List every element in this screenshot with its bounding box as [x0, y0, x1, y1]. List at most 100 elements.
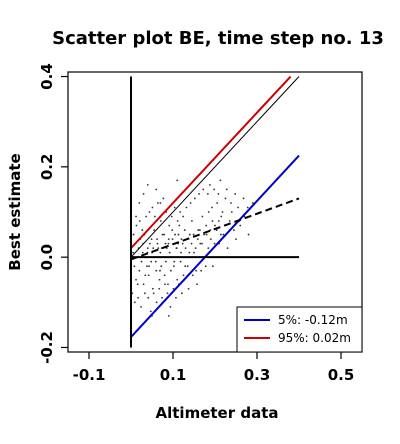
data-point	[228, 220, 231, 222]
data-point	[193, 251, 195, 254]
data-point	[164, 260, 167, 263]
data-point	[215, 229, 218, 231]
data-point	[203, 233, 205, 236]
data-point	[145, 215, 148, 218]
data-point	[200, 269, 203, 272]
chart-title: Scatter plot BE, time step no. 13	[52, 28, 384, 49]
data-point	[189, 202, 192, 204]
data-point	[138, 202, 141, 204]
line-identity	[130, 76, 300, 258]
data-point	[198, 229, 201, 231]
data-point	[219, 179, 222, 182]
x-tick-label: 0.3	[244, 366, 271, 384]
data-point	[207, 247, 210, 250]
data-point	[191, 220, 193, 222]
data-point	[217, 220, 220, 222]
data-point	[162, 197, 165, 200]
data-point	[150, 260, 153, 263]
data-point	[151, 206, 154, 209]
data-point	[152, 292, 155, 295]
data-point	[163, 274, 166, 277]
data-point	[155, 269, 158, 272]
data-point	[237, 206, 240, 209]
data-point	[181, 242, 184, 245]
data-point	[205, 224, 208, 227]
data-point	[193, 197, 196, 200]
data-point	[176, 220, 179, 222]
data-point	[175, 296, 177, 299]
data-point	[155, 301, 158, 304]
data-point	[226, 247, 229, 250]
data-point	[206, 193, 209, 195]
data-point	[154, 260, 157, 263]
data-point	[137, 296, 140, 299]
data-point	[220, 215, 223, 218]
y-tick-label: 0.4	[38, 63, 56, 90]
data-point	[170, 215, 173, 218]
data-point	[188, 251, 191, 254]
data-point	[178, 224, 181, 227]
data-point	[184, 247, 187, 250]
x-tick-label: 0.5	[328, 366, 355, 384]
data-point	[157, 247, 160, 250]
data-point	[168, 251, 171, 254]
data-point	[179, 260, 182, 263]
data-point	[225, 188, 228, 191]
data-point	[159, 202, 162, 204]
data-point	[167, 314, 170, 317]
data-point	[150, 238, 153, 240]
data-point	[138, 220, 141, 222]
data-point	[147, 296, 150, 299]
data-point	[156, 242, 159, 245]
data-point	[213, 188, 216, 191]
data-point	[148, 265, 150, 268]
data-point	[179, 211, 182, 213]
data-point	[171, 238, 174, 240]
data-point	[182, 215, 184, 218]
data-point	[224, 197, 227, 200]
data-point	[219, 233, 222, 236]
data-point	[188, 233, 191, 236]
data-point	[132, 233, 135, 236]
y-tick-label: -0.2	[38, 331, 56, 364]
data-point	[152, 247, 155, 250]
data-point	[138, 269, 141, 272]
data-point	[180, 251, 182, 254]
data-point	[148, 211, 151, 213]
y-tick-label: 0.0	[38, 244, 56, 271]
data-point	[164, 283, 166, 286]
legend-box	[236, 306, 363, 353]
data-point	[167, 238, 170, 240]
data-point	[213, 242, 216, 245]
line-5%	[130, 154, 300, 338]
data-point	[251, 202, 254, 204]
data-point	[222, 233, 225, 236]
data-point	[142, 283, 145, 286]
data-point	[196, 283, 198, 286]
data-point	[167, 242, 170, 245]
data-point	[176, 179, 179, 182]
data-point	[142, 193, 145, 195]
data-point	[168, 224, 171, 227]
reference-lines	[130, 75, 300, 348]
data-point	[173, 206, 176, 209]
data-point	[177, 233, 180, 236]
data-point	[171, 229, 174, 231]
legend-label-95pct: 95%: 0.02m	[278, 331, 351, 345]
y-axis-title: Best estimate	[6, 153, 24, 270]
data-point	[199, 242, 202, 245]
data-point	[176, 278, 179, 281]
data-point	[160, 265, 163, 268]
data-point	[182, 274, 185, 277]
data-point	[183, 229, 186, 231]
x-axis-ticks: -0.1 0.1 0.3 0.5	[73, 352, 355, 384]
data-point	[135, 278, 137, 281]
data-point	[136, 283, 139, 286]
data-point	[167, 283, 169, 286]
data-point	[174, 233, 177, 236]
data-point	[166, 292, 169, 295]
data-point	[190, 242, 193, 245]
data-point	[170, 269, 172, 272]
